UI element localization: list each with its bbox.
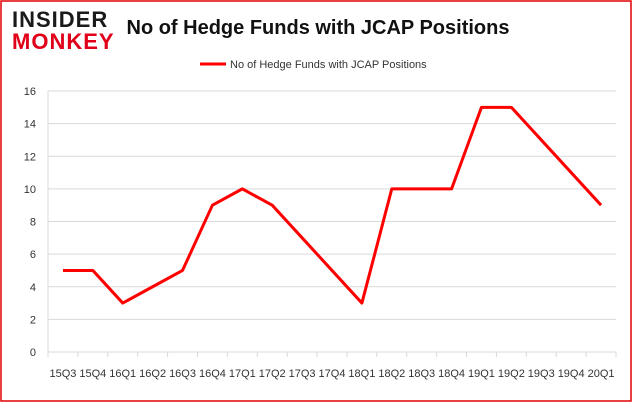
series-line (62, 105, 603, 305)
y-tick-label: 6 (30, 249, 36, 261)
x-tick-label: 20Q1 (588, 368, 615, 380)
chart-title: No of Hedge Funds with JCAP Positions (127, 17, 510, 39)
x-tick-label: 19Q2 (498, 368, 525, 380)
y-tick-label: 4 (30, 282, 36, 294)
x-tick-label: 18Q2 (378, 368, 405, 380)
x-tick-label: 18Q1 (348, 368, 375, 380)
x-tick-label: 16Q2 (139, 368, 166, 380)
x-tick-label: 17Q1 (229, 368, 256, 380)
x-tick-label: 16Q3 (169, 368, 196, 380)
x-tick-label: 16Q4 (199, 368, 226, 380)
y-tick-label: 16 (24, 86, 36, 98)
x-tick-label: 19Q3 (528, 368, 555, 380)
x-tick-label: 19Q1 (468, 368, 495, 380)
x-tick-label: 18Q3 (408, 368, 435, 380)
x-tick-label: 17Q4 (319, 368, 346, 380)
frame (0, 0, 632, 402)
y-tick-label: 14 (24, 119, 36, 131)
y-tick-label: 12 (24, 151, 36, 163)
x-tick-label: 16Q1 (109, 368, 136, 380)
x-tick-label: 15Q4 (79, 368, 106, 380)
logo-top: INSIDER (12, 7, 108, 32)
y-tick-label: 2 (30, 314, 36, 326)
y-tick-label: 0 (30, 347, 36, 359)
x-tick-label: 17Q3 (289, 368, 316, 380)
x-tick-label: 19Q4 (558, 368, 585, 380)
x-tick-label: 17Q2 (259, 368, 286, 380)
logo-bottom: MONKEY (12, 29, 115, 54)
x-tick-label: 15Q3 (49, 368, 76, 380)
legend-label: No of Hedge Funds with JCAP Positions (230, 59, 427, 71)
y-tick-label: 10 (24, 184, 36, 196)
y-tick-label: 8 (30, 217, 36, 229)
x-tick-label: 18Q4 (438, 368, 465, 380)
